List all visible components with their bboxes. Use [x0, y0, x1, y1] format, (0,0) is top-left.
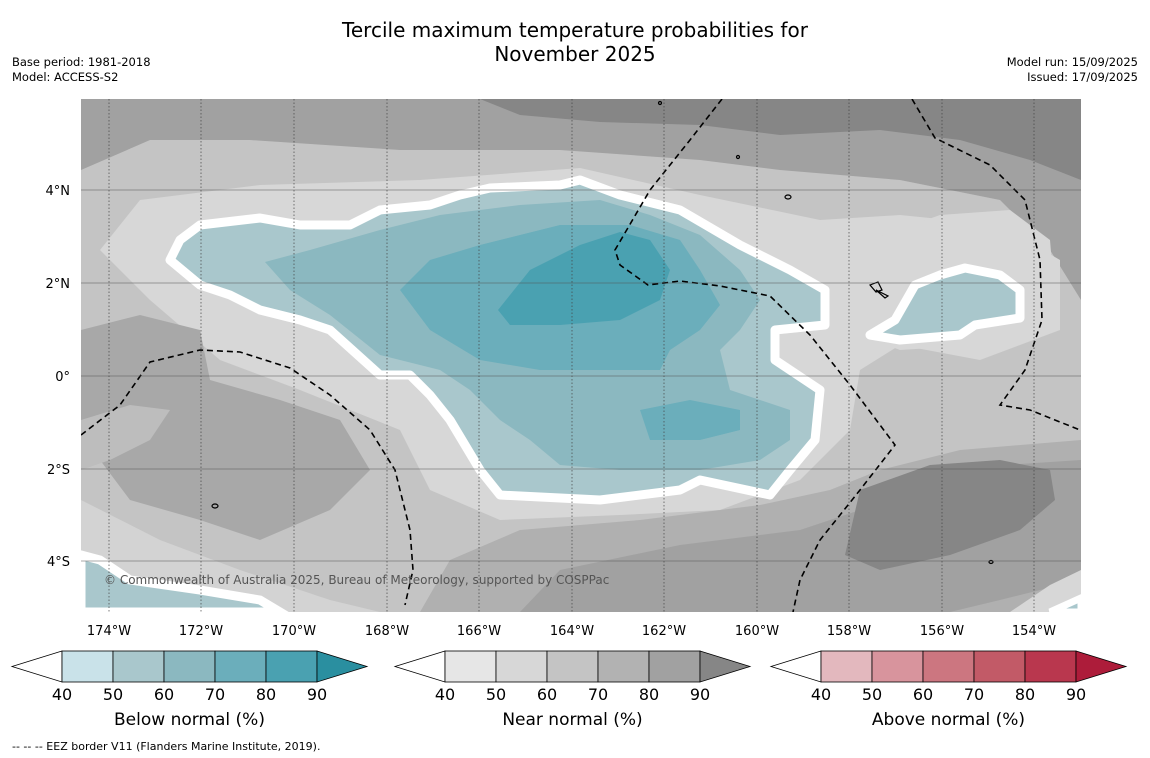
- lon-label: 170°W: [272, 624, 316, 639]
- island-4: [211, 503, 219, 509]
- colorbar-segment: [648, 650, 701, 683]
- colorbar-tick-label: 40: [811, 685, 831, 704]
- colorbar-segment: [265, 650, 318, 683]
- colorbar-segment: [112, 650, 165, 683]
- colorbars: 40 50 60 70 80 90 Below normal (%) 40 50 60 70 80 90…: [10, 650, 1128, 730]
- model-run: Model run: 15/09/2025: [1006, 55, 1138, 69]
- colorbar: 40 50 60 70 80 90 Below normal (%): [10, 650, 369, 730]
- below-normal-bottom-right: [1048, 594, 1081, 612]
- near-normal-bottom-darkest: [845, 460, 1055, 570]
- map-field: © Commonwealth of Australia 2025, Bureau…: [81, 99, 1081, 612]
- colorbar-title: Below normal (%): [114, 710, 265, 730]
- colorbar-over-triangle: [316, 650, 369, 683]
- island-7: [735, 154, 741, 160]
- axis-labels: 174°W 172°W 170°W 168°W 166°W 164°W 162°W 160°W…: [46, 184, 1057, 639]
- lon-label: 172°W: [179, 624, 223, 639]
- island-3: [784, 194, 792, 200]
- colorbar-segment: [61, 650, 114, 683]
- island-5: [988, 559, 994, 565]
- colorbar-segment: [214, 650, 267, 683]
- colorbar-tick-label: 70: [964, 685, 984, 704]
- lat-label: 2°N: [46, 277, 71, 292]
- colorbar-tick-label: 40: [435, 685, 455, 704]
- colorbar-tick-label: 80: [256, 685, 276, 704]
- lon-label: 166°W: [457, 624, 501, 639]
- lon-label: 160°W: [735, 624, 779, 639]
- colorbar-tick-label: 90: [307, 685, 327, 704]
- colorbar-tick-label: 60: [537, 685, 557, 704]
- eez-borders: [81, 99, 1081, 612]
- colorbar-tick-label: 50: [862, 685, 882, 704]
- colorbar-under-triangle: [10, 650, 63, 683]
- eez-left: [81, 349, 414, 606]
- colorbar-over-triangle: [699, 650, 752, 683]
- colorbar-tick-label: 50: [486, 685, 506, 704]
- title-line-2: November 2025: [494, 42, 656, 66]
- lon-label: 158°W: [827, 624, 871, 639]
- lon-label: 162°W: [642, 624, 686, 639]
- lon-label: 164°W: [550, 624, 594, 639]
- colorbar-under-triangle: [769, 650, 822, 683]
- chart-title: Tercile maximum temperature probabilitie…: [0, 18, 1150, 66]
- colorbar-title: Near normal (%): [502, 710, 642, 730]
- colorbar-tick-label: 70: [205, 685, 225, 704]
- colorbar-tick-label: 40: [52, 685, 72, 704]
- colorbar-tick-label: 80: [639, 685, 659, 704]
- colorbar-segment: [1024, 650, 1077, 683]
- base-period: Base period: 1981-2018: [12, 55, 151, 69]
- colorbar-title: Above normal (%): [872, 710, 1025, 730]
- colorbar-tick-label: 80: [1015, 685, 1035, 704]
- islands: [211, 100, 994, 565]
- near-normal-band-top: [81, 99, 1081, 300]
- below-normal-60-south: [640, 400, 740, 440]
- colorbar-segment: [495, 650, 548, 683]
- copyright-credit: © Commonwealth of Australia 2025, Bureau…: [104, 573, 609, 587]
- eez-right: [911, 99, 1081, 431]
- lat-label: 4°N: [46, 184, 71, 199]
- lon-label: 168°W: [365, 624, 409, 639]
- model-name: Model: ACCESS-S2: [12, 70, 119, 84]
- colorbar-tick-label: 60: [154, 685, 174, 704]
- below-normal-bottom-left: [81, 550, 289, 612]
- lat-label: 2°S: [47, 463, 70, 478]
- issued-date: Issued: 17/09/2025: [1027, 70, 1138, 84]
- near-normal-bottom-right-light: [1010, 570, 1081, 612]
- colorbar-segment: [163, 650, 216, 683]
- colorbar-tick-label: 90: [1066, 685, 1086, 704]
- colorbar-tick-label: 50: [103, 685, 123, 704]
- near-normal-band-top-dark: [480, 99, 1081, 180]
- island-2: [875, 289, 890, 299]
- colorbar: 40 50 60 70 80 90 Near normal (%): [393, 650, 752, 730]
- colorbar-segment: [597, 650, 650, 683]
- eez-center: [614, 99, 897, 612]
- title-line-1: Tercile maximum temperature probabilitie…: [342, 18, 808, 42]
- colorbar-segment: [973, 650, 1026, 683]
- colorbar-segment: [546, 650, 599, 683]
- colorbar-segment: [922, 650, 975, 683]
- colorbar-tick-label: 70: [588, 685, 608, 704]
- colorbar-segment: [820, 650, 873, 683]
- colorbar: 40 50 60 70 80 90 Above normal (%): [769, 650, 1128, 730]
- graticule: [81, 99, 1081, 612]
- near-normal-left-blob-light: [81, 405, 170, 470]
- lat-label: 4°S: [47, 555, 70, 570]
- meta-left: Base period: 1981-2018 Model: ACCESS-S2: [12, 55, 151, 85]
- island-6: [657, 100, 663, 106]
- lon-label: 156°W: [920, 624, 964, 639]
- lon-label: 174°W: [87, 624, 131, 639]
- meta-right: Model run: 15/09/2025 Issued: 17/09/2025: [1007, 55, 1138, 85]
- colorbar-segment: [871, 650, 924, 683]
- colorbar-tick-label: 60: [913, 685, 933, 704]
- colorbar-under-triangle: [393, 650, 446, 683]
- below-normal-70: [498, 232, 670, 325]
- lat-label: 0°: [55, 370, 70, 385]
- colorbar-segment: [444, 650, 497, 683]
- colorbar-over-triangle: [1075, 650, 1128, 683]
- below-normal-right-blob: [865, 263, 1025, 345]
- lon-label: 154°W: [1012, 624, 1056, 639]
- colorbar-tick-label: 90: [690, 685, 710, 704]
- near-normal-left-blob: [81, 315, 370, 540]
- footnote: -- -- -- EEZ border V11 (Flanders Marine…: [12, 740, 321, 753]
